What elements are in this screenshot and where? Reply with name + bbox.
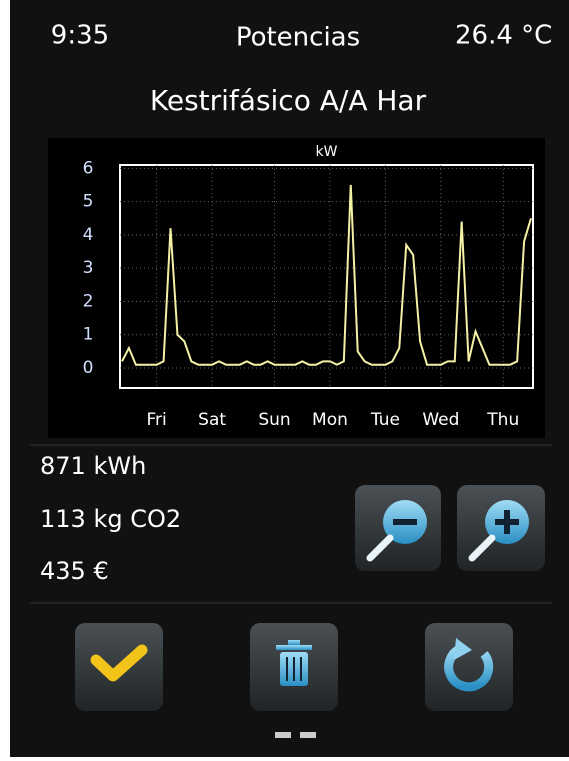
time: 9:35 xyxy=(51,21,109,51)
device-name: Kestrifásico A/A Har xyxy=(150,84,427,117)
energy: 871 kWh xyxy=(40,452,146,480)
y-tick-label: 5 xyxy=(83,192,94,212)
y-tick-label: 3 xyxy=(83,258,94,278)
y-tick-label: 4 xyxy=(83,225,94,245)
page-dot xyxy=(275,732,291,738)
page: 9:35 Potencias 26.4 °C Kestrifásico A/A … xyxy=(0,0,569,757)
delete-button[interactable] xyxy=(250,623,338,711)
screen-title: Potencias xyxy=(236,23,360,53)
y-axis-label: kW xyxy=(316,144,338,160)
temperature: 26.4 °C xyxy=(455,21,552,51)
confirm-button[interactable] xyxy=(75,623,163,711)
zoom-in-button[interactable] xyxy=(457,485,545,571)
refresh-button[interactable] xyxy=(425,623,513,711)
x-tick-label: Fri xyxy=(147,410,167,430)
x-tick-label: Sun xyxy=(258,410,290,430)
co2: 113 kg CO2 xyxy=(40,505,181,533)
x-tick-label: Wed xyxy=(422,410,459,430)
x-tick-label: Thu xyxy=(486,410,519,430)
x-tick-label: Sat xyxy=(198,410,226,430)
y-tick-label: 6 xyxy=(83,158,94,178)
y-tick-label: 2 xyxy=(83,291,94,311)
zoom-out-button[interactable] xyxy=(355,485,441,571)
cost: 435 € xyxy=(40,557,109,585)
y-tick-label: 1 xyxy=(83,325,94,345)
chart-panel xyxy=(48,138,545,438)
page-dot xyxy=(300,732,316,738)
screen: 9:35 Potencias 26.4 °C Kestrifásico A/A … xyxy=(0,0,569,757)
y-tick-label: 0 xyxy=(83,358,94,378)
x-tick-label: Mon xyxy=(312,410,348,430)
x-tick-label: Tue xyxy=(370,410,400,430)
